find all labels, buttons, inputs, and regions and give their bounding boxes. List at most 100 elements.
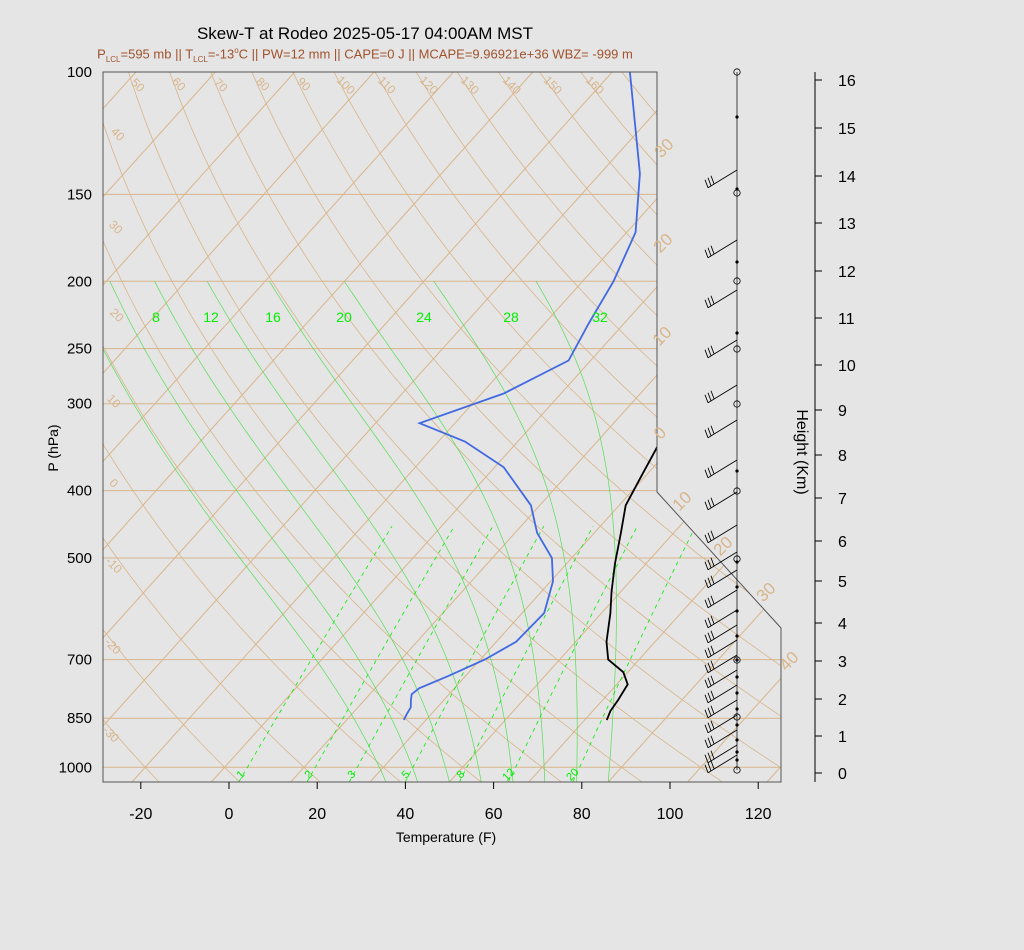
mixing-ratio-line: [348, 526, 494, 782]
height-tick-label: 8: [838, 448, 847, 465]
moist-adiabat-line: [154, 281, 450, 782]
pressure-tick-label: 500: [67, 550, 92, 567]
wind-barb-flag: [704, 299, 709, 308]
wind-barb-flag: [704, 469, 709, 478]
dry-adiabat-label: 150: [541, 73, 565, 97]
wind-barb-flag: [707, 297, 712, 306]
wind-barb-flag: [710, 175, 715, 184]
isotherm-line: [103, 72, 534, 782]
wind-barb: [707, 459, 738, 479]
height-marker-dot: [735, 634, 739, 638]
wind-barb: [707, 609, 738, 629]
dry-adiabat-line: [210, 72, 781, 782]
wind-barb-flag: [707, 762, 712, 771]
wind-barb-flag: [707, 752, 712, 761]
height-marker-dot: [735, 675, 739, 679]
wind-barb: [707, 684, 738, 704]
moist-adiabat-line: [535, 281, 617, 782]
dry-adiabat-label: 130: [458, 73, 482, 97]
isotherm-line: [103, 72, 296, 782]
wind-barb: [707, 419, 738, 439]
wind-barb: [707, 239, 738, 259]
height-marker-dot: [735, 707, 739, 711]
mixing-ratio-bottom-label: 3: [345, 768, 358, 781]
dry-adiabat-label: 20: [107, 305, 127, 325]
isotherm-line: [103, 72, 454, 782]
wind-barb-flag: [710, 645, 715, 654]
mixing-ratio-line: [306, 525, 455, 782]
dry-adiabat-line: [169, 72, 781, 782]
wind-barb-flag: [707, 499, 712, 508]
isotherm-line: [846, 72, 1024, 782]
dry-adiabat-line: [333, 72, 781, 782]
height-tick-label: 4: [838, 616, 847, 633]
mixing-ratio-line: [459, 526, 594, 782]
wind-barb: [707, 169, 738, 189]
height-tick-label: 11: [838, 311, 855, 328]
dry-adiabat-label: 120: [417, 73, 441, 97]
height-marker-dot: [735, 585, 739, 589]
wind-barb-flag: [710, 720, 715, 729]
wind-barb-flag: [710, 735, 715, 744]
wind-barb-flag: [707, 177, 712, 186]
height-tick-label: 3: [838, 654, 847, 671]
wind-barb-flag: [704, 561, 709, 570]
x-tick-label: 100: [657, 806, 684, 823]
pressure-tick-label: 150: [67, 186, 92, 203]
isotherm-label: 10: [649, 323, 676, 350]
wind-barb-flag: [704, 429, 709, 438]
dry-adiabat-label: 60: [169, 74, 189, 94]
height-axis-label: Height (Km): [793, 409, 810, 494]
wind-barb-flag: [707, 632, 712, 641]
isotherm-label: 0: [650, 423, 670, 443]
mixing-ratio-top-label: 24: [416, 309, 432, 325]
dry-adiabat-line: [103, 72, 240, 782]
dry-adiabat-line: [251, 72, 781, 782]
wind-barb-flag: [707, 737, 712, 746]
height-marker-circle: [733, 68, 741, 76]
moist-adiabat-line: [344, 281, 546, 782]
mixing-ratio-top-label: 8: [152, 309, 160, 325]
x-tick-label: 0: [225, 806, 234, 823]
pressure-tick-label: 700: [67, 652, 92, 669]
temperature-profile: [605, 72, 781, 721]
isotherm-line: [103, 72, 692, 782]
wind-barb: [707, 524, 738, 544]
subtitle-rest: C || PW=12 mm || CAPE=0 J || MCAPE=9.969…: [238, 46, 633, 62]
wind-barb: [707, 639, 738, 659]
height-tick-label: 13: [838, 216, 856, 233]
moist-adiabat-line: [269, 281, 514, 782]
wind-barb-flag: [710, 497, 715, 506]
wind-barb-flag: [704, 349, 709, 358]
isotherm-line: [607, 72, 781, 782]
wind-barb: [707, 289, 738, 309]
isotherm-line: [103, 72, 216, 782]
wind-barb-flag: [704, 649, 709, 658]
dry-adiabat-line: [103, 72, 160, 782]
wind-barb: [707, 551, 738, 571]
wind-barb: [707, 669, 738, 689]
wind-barb-flag: [704, 764, 709, 773]
dry-adiabat-label: 160: [583, 73, 607, 97]
wind-barb-flag: [704, 694, 709, 703]
pressure-tick-label: 300: [67, 396, 92, 413]
height-marker-dot: [735, 187, 739, 191]
mixing-ratio-bottom-label: 8: [454, 768, 467, 781]
height-tick-label: 0: [838, 766, 847, 783]
wind-barb: [707, 589, 738, 609]
wind-barb-flag: [710, 760, 715, 769]
wind-barb-flag: [710, 615, 715, 624]
pressure-tick-label: 100: [67, 64, 92, 81]
height-tick-label: 7: [838, 491, 847, 508]
lcl-t-value: =-13: [207, 46, 235, 62]
y-axis-label: P (hPa): [45, 424, 61, 471]
wind-barb-flag: [704, 664, 709, 673]
height-marker-dot: [735, 260, 739, 264]
height-marker-dot: [735, 750, 739, 754]
isotherm-label: 30: [651, 135, 678, 162]
wind-barb-flag: [710, 245, 715, 254]
x-tick-label: 60: [485, 806, 503, 823]
mixing-ratio-bottom-label: 20: [564, 766, 581, 783]
